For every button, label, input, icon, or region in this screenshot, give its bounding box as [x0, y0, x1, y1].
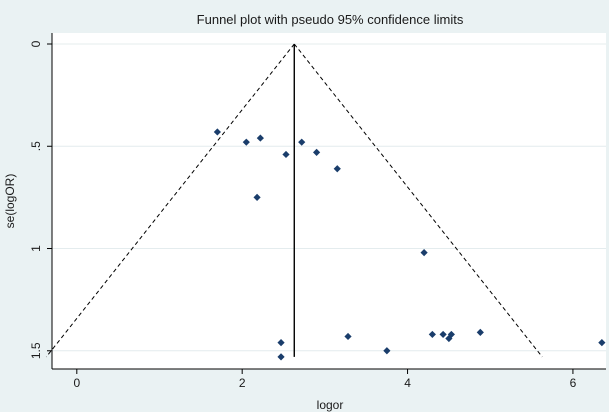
- x-tick-label: 4: [404, 376, 411, 390]
- data-point: [277, 353, 285, 361]
- lower-confidence-limit: [45, 43, 295, 358]
- y-axis-label: se(logOR): [3, 174, 17, 229]
- data-point: [439, 330, 447, 339]
- data-point: [428, 330, 436, 339]
- data-point: [312, 148, 321, 156]
- x-tick-label: 0: [73, 376, 80, 390]
- data-point: [298, 138, 306, 146]
- x-tick-label: 6: [570, 376, 577, 390]
- data-point: [277, 338, 285, 347]
- y-tick-label: 1.5: [29, 342, 43, 359]
- data-point: [242, 138, 250, 146]
- data-points: [213, 128, 606, 361]
- data-point: [213, 128, 221, 136]
- y-tick-label: .5: [29, 141, 43, 151]
- data-point: [447, 330, 455, 339]
- x-tick-label: 2: [239, 376, 246, 390]
- chart-title: Funnel plot with pseudo 95% confidence l…: [197, 12, 464, 27]
- upper-confidence-limit: [293, 43, 543, 358]
- plot-area: [52, 33, 606, 369]
- data-point: [476, 328, 484, 336]
- y-tick-label: 0: [29, 40, 43, 47]
- y-tick-label: 1: [29, 245, 43, 252]
- data-point: [420, 249, 428, 257]
- funnel-limits: [45, 43, 543, 358]
- data-point: [598, 338, 606, 347]
- data-point: [253, 193, 261, 201]
- data-point: [344, 332, 352, 341]
- x-axis-label: logor: [317, 398, 344, 412]
- gridlines: [52, 43, 606, 352]
- data-point: [383, 347, 391, 355]
- data-point: [256, 134, 264, 142]
- axes: 0 2 4 6 0 .5 1 1.5: [29, 33, 606, 390]
- data-point: [333, 165, 341, 173]
- data-point: [282, 150, 290, 159]
